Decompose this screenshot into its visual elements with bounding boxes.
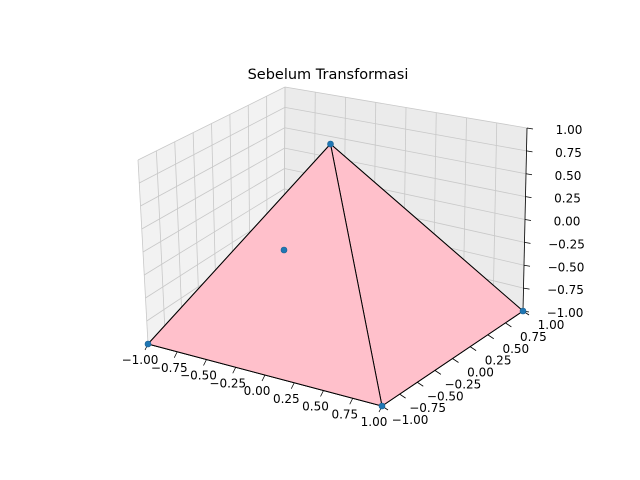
y-tick-label: 0.75 (520, 330, 547, 344)
z-tick (525, 196, 532, 199)
grid-left-z (139, 107, 286, 184)
pyramid-face (147, 143, 383, 407)
z-tick (526, 150, 533, 153)
x-tick (232, 367, 237, 374)
z-tick-label: −0.25 (548, 237, 585, 251)
z-tick-label: −0.50 (548, 260, 585, 274)
vertex-marker (378, 402, 386, 410)
z-tick (526, 127, 534, 130)
x-tick-label: 0.00 (244, 384, 271, 398)
z-tick-label: 0.50 (555, 169, 582, 183)
z-tick-label: 0.75 (555, 146, 582, 160)
x-tick (173, 351, 178, 358)
z-tick (524, 241, 531, 244)
grid-left-z (137, 86, 286, 161)
vertex-marker (327, 140, 334, 148)
x-tick-label: −1.00 (122, 353, 159, 367)
y-tick-labels: −1.00−0.75−0.50−0.250.000.250.500.751.00 (392, 318, 565, 427)
y-tick (469, 346, 477, 351)
x-tick (203, 359, 207, 366)
z-tick (524, 219, 532, 221)
x-tick (320, 390, 324, 397)
vertex-markers (144, 140, 527, 410)
z-tick-label: 0.00 (554, 215, 581, 229)
y-tick-label: 0.50 (502, 342, 529, 356)
z-tick-label: −1.00 (547, 306, 584, 320)
y-tick (452, 358, 459, 363)
x-tick-label: −0.25 (209, 376, 246, 390)
x-tick-label: 0.75 (331, 407, 358, 421)
vertex-marker (144, 340, 152, 348)
x-tick-label: 0.25 (273, 392, 300, 406)
y-tick (505, 322, 512, 328)
y-tick-label: −1.00 (392, 413, 429, 427)
x-tick-label: 0.50 (302, 400, 329, 414)
z-tick-label: 0.25 (554, 192, 581, 206)
grid-left-z (140, 127, 285, 207)
x-tick-label: −0.50 (180, 369, 217, 383)
y-tick-label: −0.50 (427, 389, 464, 403)
y-tick-label: 1.00 (538, 318, 565, 332)
z-tick-label: 1.00 (556, 123, 583, 137)
grid-right-z (284, 86, 528, 129)
z-tick-labels: −1.00 −0.75 −0.50 −0.25 0.00 0.25 0.50 0.75 1.00 (547, 123, 585, 320)
y-tick-label: −0.25 (445, 377, 482, 391)
x-tick (261, 374, 266, 382)
y-tick (434, 370, 442, 375)
y-tick (417, 381, 424, 387)
x-tick-labels: −1.00−0.75−0.50−0.250.000.250.500.751.00 (122, 353, 388, 429)
y-tick-label: 0.25 (485, 354, 512, 368)
chart-title: Sebelum Transformasi (248, 67, 409, 83)
z-tick (523, 264, 531, 267)
z-tick (525, 173, 533, 176)
z-tick (523, 287, 530, 290)
x-tick-label: −0.75 (151, 361, 188, 375)
pyramid-faces (147, 143, 524, 407)
y-tick-label: 0.00 (467, 366, 494, 380)
x-tick (290, 382, 295, 389)
grid-left-z (141, 147, 285, 230)
z-tick-label: −0.75 (547, 283, 584, 297)
vertex-marker (519, 307, 527, 315)
grid-left-z (144, 188, 285, 276)
vertex-marker (280, 246, 288, 254)
y-tick-label: −0.75 (409, 401, 446, 415)
grid-right-z (284, 127, 527, 175)
x-tick (349, 398, 354, 405)
grid-right-z (284, 106, 527, 152)
x-tick-label: 1.00 (361, 415, 388, 429)
tick-marks (144, 127, 534, 413)
grid-left-z (142, 168, 285, 253)
y-tick (399, 393, 406, 399)
y-tick (487, 334, 494, 340)
